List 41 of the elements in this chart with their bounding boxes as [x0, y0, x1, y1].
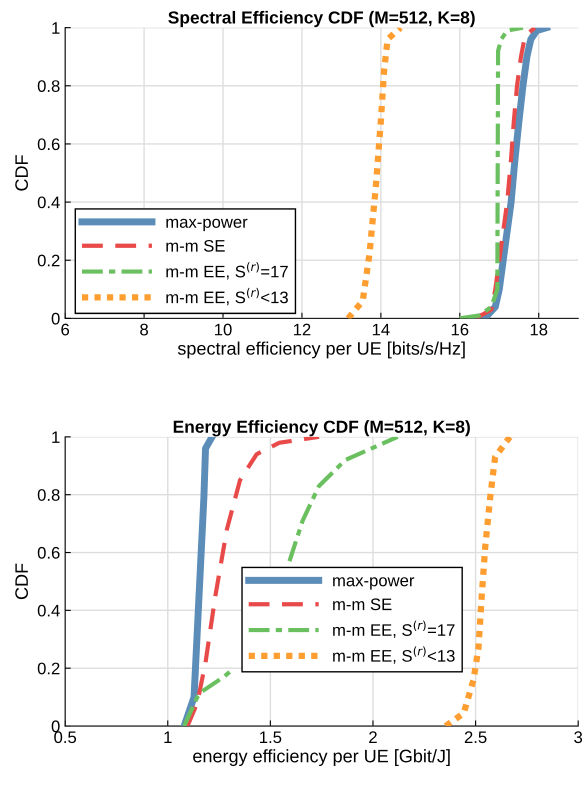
x-axis-title: energy efficiency per UE [Gbit/J]	[193, 749, 450, 766]
y-tick-label: 0.2	[38, 662, 60, 674]
x-tick-label: 18	[530, 324, 548, 336]
x-tick-label: 2	[369, 731, 377, 743]
x-tick-label: 0.5	[54, 731, 76, 744]
chart-title: Spectral Efficiency CDF (M=512, K=8)	[168, 10, 475, 28]
y-tick-label: 0.8	[38, 489, 60, 501]
x-tick-label: 8	[140, 324, 148, 336]
x-axis-title: spectral efficiency per UE [bits/s/Hz]	[178, 342, 465, 358]
y-axis-title: CDF	[15, 564, 28, 600]
line-series	[458, 28, 526, 318]
x-tick-label: 16	[452, 324, 468, 336]
x-tick-label: 6	[61, 324, 70, 336]
x-tick-label: 1.5	[260, 731, 282, 744]
legend-label: m-m EE, S$^{(r)}$<13	[333, 646, 455, 664]
legend-label: max-power	[333, 577, 414, 590]
line-series	[185, 436, 322, 726]
chart-title: Energy Efficiency CDF (M=512, K=8)	[174, 420, 470, 436]
y-tick-label: 1	[52, 431, 60, 443]
x-tick-label: 2.5	[464, 731, 486, 744]
x-tick-label: 12	[294, 324, 310, 336]
legend-label: max-power	[166, 218, 248, 232]
y-tick-label: 0.4	[38, 604, 60, 617]
y-tick-label: 0.8	[38, 80, 60, 92]
x-tick-label: 14	[372, 324, 390, 336]
y-tick-label: 0.2	[38, 254, 60, 266]
legend-label: m-m SE	[333, 598, 392, 610]
legend-label: m-m EE, S$^{(r)}$=17	[166, 262, 288, 280]
x-tick-label: 1	[164, 731, 172, 743]
legend-label: m-m EE, S$^{(r)}$=17	[333, 620, 455, 638]
legend-label: m-m EE, S$^{(r)}$<13	[166, 288, 288, 306]
y-tick-label: 0	[52, 312, 60, 325]
y-tick-label: 0	[52, 720, 60, 732]
x-tick-label: 3	[574, 731, 582, 744]
legend-label: m-m SE	[166, 240, 225, 252]
y-tick-label: 0.6	[38, 546, 60, 559]
x-tick-label: 10	[215, 324, 232, 336]
y-tick-label: 1	[52, 22, 60, 34]
y-tick-label: 0.4	[38, 196, 60, 208]
y-axis-title: CDF	[15, 155, 28, 191]
y-tick-label: 0.6	[38, 138, 60, 150]
